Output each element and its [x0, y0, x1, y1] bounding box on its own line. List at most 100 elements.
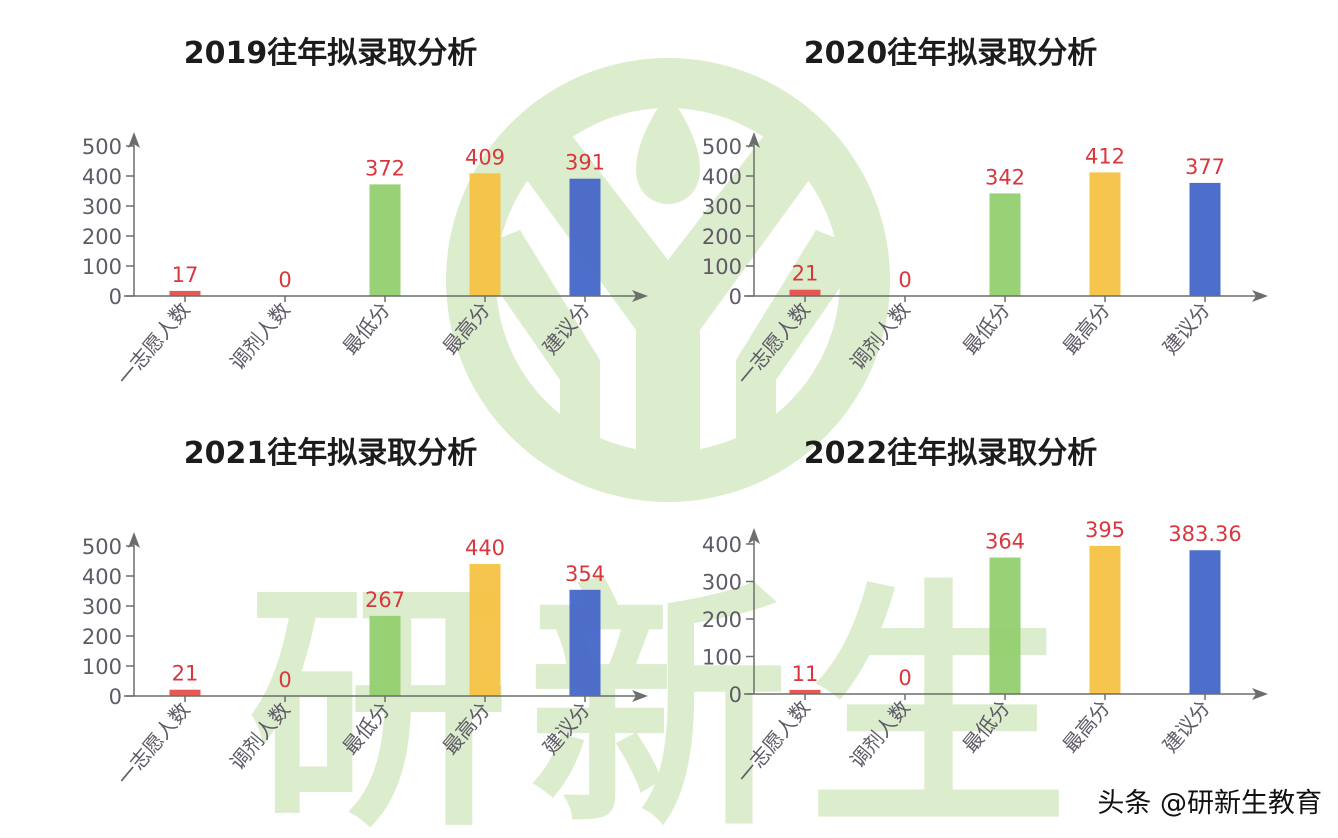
y-tick-label: 200	[702, 608, 742, 632]
bar	[1089, 172, 1121, 296]
y-tick-label: 300	[702, 195, 742, 219]
chart-title: 2019往年拟录取分析	[183, 36, 478, 71]
category-label: 建议分	[538, 298, 595, 359]
y-tick-label: 300	[82, 195, 122, 219]
bar	[469, 564, 501, 696]
bar-chart: 17一志愿人数0调剂人数372最低分409最高分391建议分0100200300…	[82, 132, 648, 390]
y-tick-label: 300	[702, 571, 742, 595]
y-axis-arrow-icon	[128, 132, 140, 148]
bar-chart: 21一志愿人数0调剂人数267最低分440最高分354建议分0100200300…	[82, 532, 648, 790]
y-tick-label: 100	[82, 255, 122, 279]
category-label: 最低分	[338, 298, 395, 359]
y-tick-label: 100	[702, 646, 742, 670]
value-label: 17	[172, 263, 199, 287]
bar	[169, 689, 201, 696]
category-label: 调剂人数	[225, 698, 295, 775]
chart-2019: 2019往年拟录取分析 17 一志愿人数 0 调剂人数 372 最低分 409 最高分 391 建…	[0, 0, 669, 419]
y-tick-label: 200	[702, 225, 742, 249]
bar	[569, 589, 601, 696]
bar	[369, 615, 401, 696]
bar	[989, 557, 1021, 694]
bar	[1189, 550, 1221, 694]
value-label: 21	[172, 662, 199, 686]
bar	[569, 178, 601, 296]
y-tick-label: 100	[82, 655, 122, 679]
x-axis-arrow-icon	[1252, 290, 1268, 302]
y-tick-label: 0	[729, 683, 742, 707]
chart-2020: 2020往年拟录取分析 21 一志愿人数 0 调剂人数 342 最低分 412 最高分 377 建…	[620, 0, 1289, 419]
category-label: 一志愿人数	[112, 298, 195, 390]
category-label: 最低分	[338, 698, 395, 759]
category-label: 调剂人数	[845, 298, 915, 375]
value-label: 0	[898, 666, 911, 690]
bar	[1189, 182, 1221, 296]
category-label: 调剂人数	[845, 696, 915, 773]
chart-title: 2022往年拟录取分析	[803, 436, 1098, 471]
value-label: 354	[565, 562, 605, 586]
value-label: 409	[465, 145, 505, 169]
category-label: 一志愿人数	[732, 298, 815, 390]
x-axis-arrow-icon	[632, 690, 648, 702]
value-label: 364	[985, 530, 1025, 554]
bar	[369, 184, 401, 296]
category-label: 调剂人数	[225, 298, 295, 375]
value-label: 377	[1185, 155, 1225, 179]
category-label: 最高分	[438, 698, 495, 759]
y-tick-label: 0	[109, 285, 122, 309]
source-credit: 头条 @研新生教育	[1097, 788, 1322, 819]
bar	[789, 289, 821, 296]
y-tick-label: 200	[82, 625, 122, 649]
value-label: 21	[792, 262, 819, 286]
chart-2022: 2022往年拟录取分析 11 一志愿人数 0 调剂人数 364 最低分 395 最高分 383.…	[620, 400, 1289, 819]
category-label: 最低分	[958, 298, 1015, 359]
y-tick-label: 0	[109, 685, 122, 709]
x-axis-arrow-icon	[1252, 688, 1268, 700]
category-label: 建议分	[1158, 696, 1215, 757]
value-label: 395	[1085, 518, 1125, 542]
y-tick-label: 400	[702, 533, 742, 557]
value-label: 342	[985, 165, 1025, 189]
y-tick-label: 0	[729, 285, 742, 309]
category-label: 建议分	[1158, 298, 1215, 359]
y-tick-label: 500	[702, 135, 742, 159]
chart-2021: 2021往年拟录取分析 21 一志愿人数 0 调剂人数 267 最低分 440 最高分 354 建…	[0, 400, 669, 819]
bar-chart: 21一志愿人数0调剂人数342最低分412最高分377建议分0100200300…	[702, 132, 1268, 390]
y-tick-label: 200	[82, 225, 122, 249]
y-tick-label: 500	[82, 535, 122, 559]
bar	[169, 290, 201, 296]
value-label: 391	[565, 151, 605, 175]
y-axis-arrow-icon	[748, 132, 760, 148]
category-label: 最低分	[958, 696, 1015, 757]
value-label: 412	[1085, 144, 1125, 168]
value-label: 11	[792, 662, 819, 686]
y-tick-label: 500	[82, 135, 122, 159]
y-axis-arrow-icon	[128, 532, 140, 548]
value-label: 0	[898, 268, 911, 292]
bar	[1089, 545, 1121, 694]
bar	[989, 193, 1021, 296]
category-label: 一志愿人数	[112, 698, 195, 790]
value-label: 383.36	[1168, 522, 1241, 546]
bar-chart: 11一志愿人数0调剂人数364最低分395最高分383.36建议分0100200…	[702, 518, 1268, 788]
value-label: 372	[365, 156, 405, 180]
x-axis-arrow-icon	[632, 290, 648, 302]
category-label: 最高分	[1058, 298, 1115, 359]
y-tick-label: 100	[702, 255, 742, 279]
bar	[789, 689, 821, 694]
y-axis-arrow-icon	[748, 528, 760, 544]
value-label: 267	[365, 588, 405, 612]
bar	[469, 173, 501, 296]
value-label: 440	[465, 536, 505, 560]
category-label: 最高分	[1058, 696, 1115, 757]
y-tick-label: 400	[702, 165, 742, 189]
y-tick-label: 400	[82, 165, 122, 189]
y-tick-label: 400	[82, 565, 122, 589]
value-label: 0	[278, 668, 291, 692]
value-label: 0	[278, 268, 291, 292]
category-label: 最高分	[438, 298, 495, 359]
category-label: 建议分	[538, 698, 595, 759]
y-tick-label: 300	[82, 595, 122, 619]
category-label: 一志愿人数	[732, 696, 815, 788]
chart-title: 2020往年拟录取分析	[803, 36, 1098, 71]
chart-title: 2021往年拟录取分析	[183, 436, 478, 471]
